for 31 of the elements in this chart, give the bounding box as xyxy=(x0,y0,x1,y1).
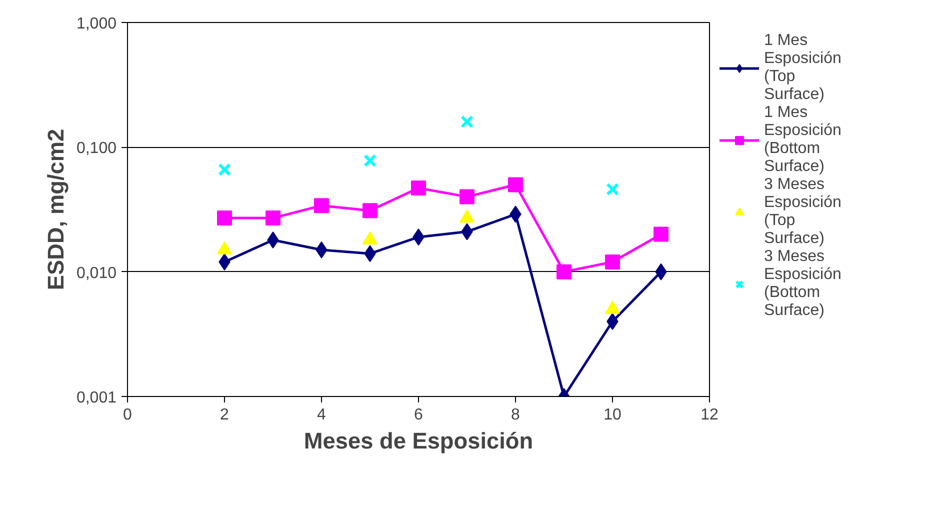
point xyxy=(460,115,474,128)
point xyxy=(606,182,619,196)
point xyxy=(266,210,280,226)
point xyxy=(460,189,474,204)
y-tick-label: 1,000 xyxy=(76,16,117,32)
x-tick-label: 6 xyxy=(414,406,424,424)
point xyxy=(314,198,329,214)
point xyxy=(556,264,572,280)
y-axis-title: ESDD, mg/cm2 xyxy=(42,128,68,290)
y-tick-label: 0,001 xyxy=(76,390,117,406)
legend-label: 1 Mes Esposición (Top Surface) xyxy=(764,32,842,104)
point xyxy=(364,154,376,168)
point xyxy=(605,254,620,270)
x-tick-label: 10 xyxy=(604,406,622,424)
legend-label: 3 Meses Esposición (Top Surface) xyxy=(764,176,842,248)
point xyxy=(218,163,231,176)
x-axis-title: Meses de Esposición xyxy=(304,428,534,454)
y-tick-label: 0,100 xyxy=(76,140,117,158)
x-tick-label: 12 xyxy=(700,406,718,424)
legend-label: 1 Mes Esposición (Bottom Surface) xyxy=(764,104,842,176)
x-tick-label: 0 xyxy=(123,406,132,424)
y-tick-label: 0,010 xyxy=(76,264,117,282)
legend-label: 3 Meses Esposición (Bottom Surface) xyxy=(764,248,842,320)
point xyxy=(508,177,523,192)
point xyxy=(217,210,232,226)
x-tick-label: 2 xyxy=(220,406,230,424)
x-tick-label: 4 xyxy=(317,406,326,424)
point xyxy=(362,203,378,218)
x-tick-label: 8 xyxy=(511,406,520,424)
point xyxy=(411,180,426,196)
point xyxy=(654,226,668,242)
